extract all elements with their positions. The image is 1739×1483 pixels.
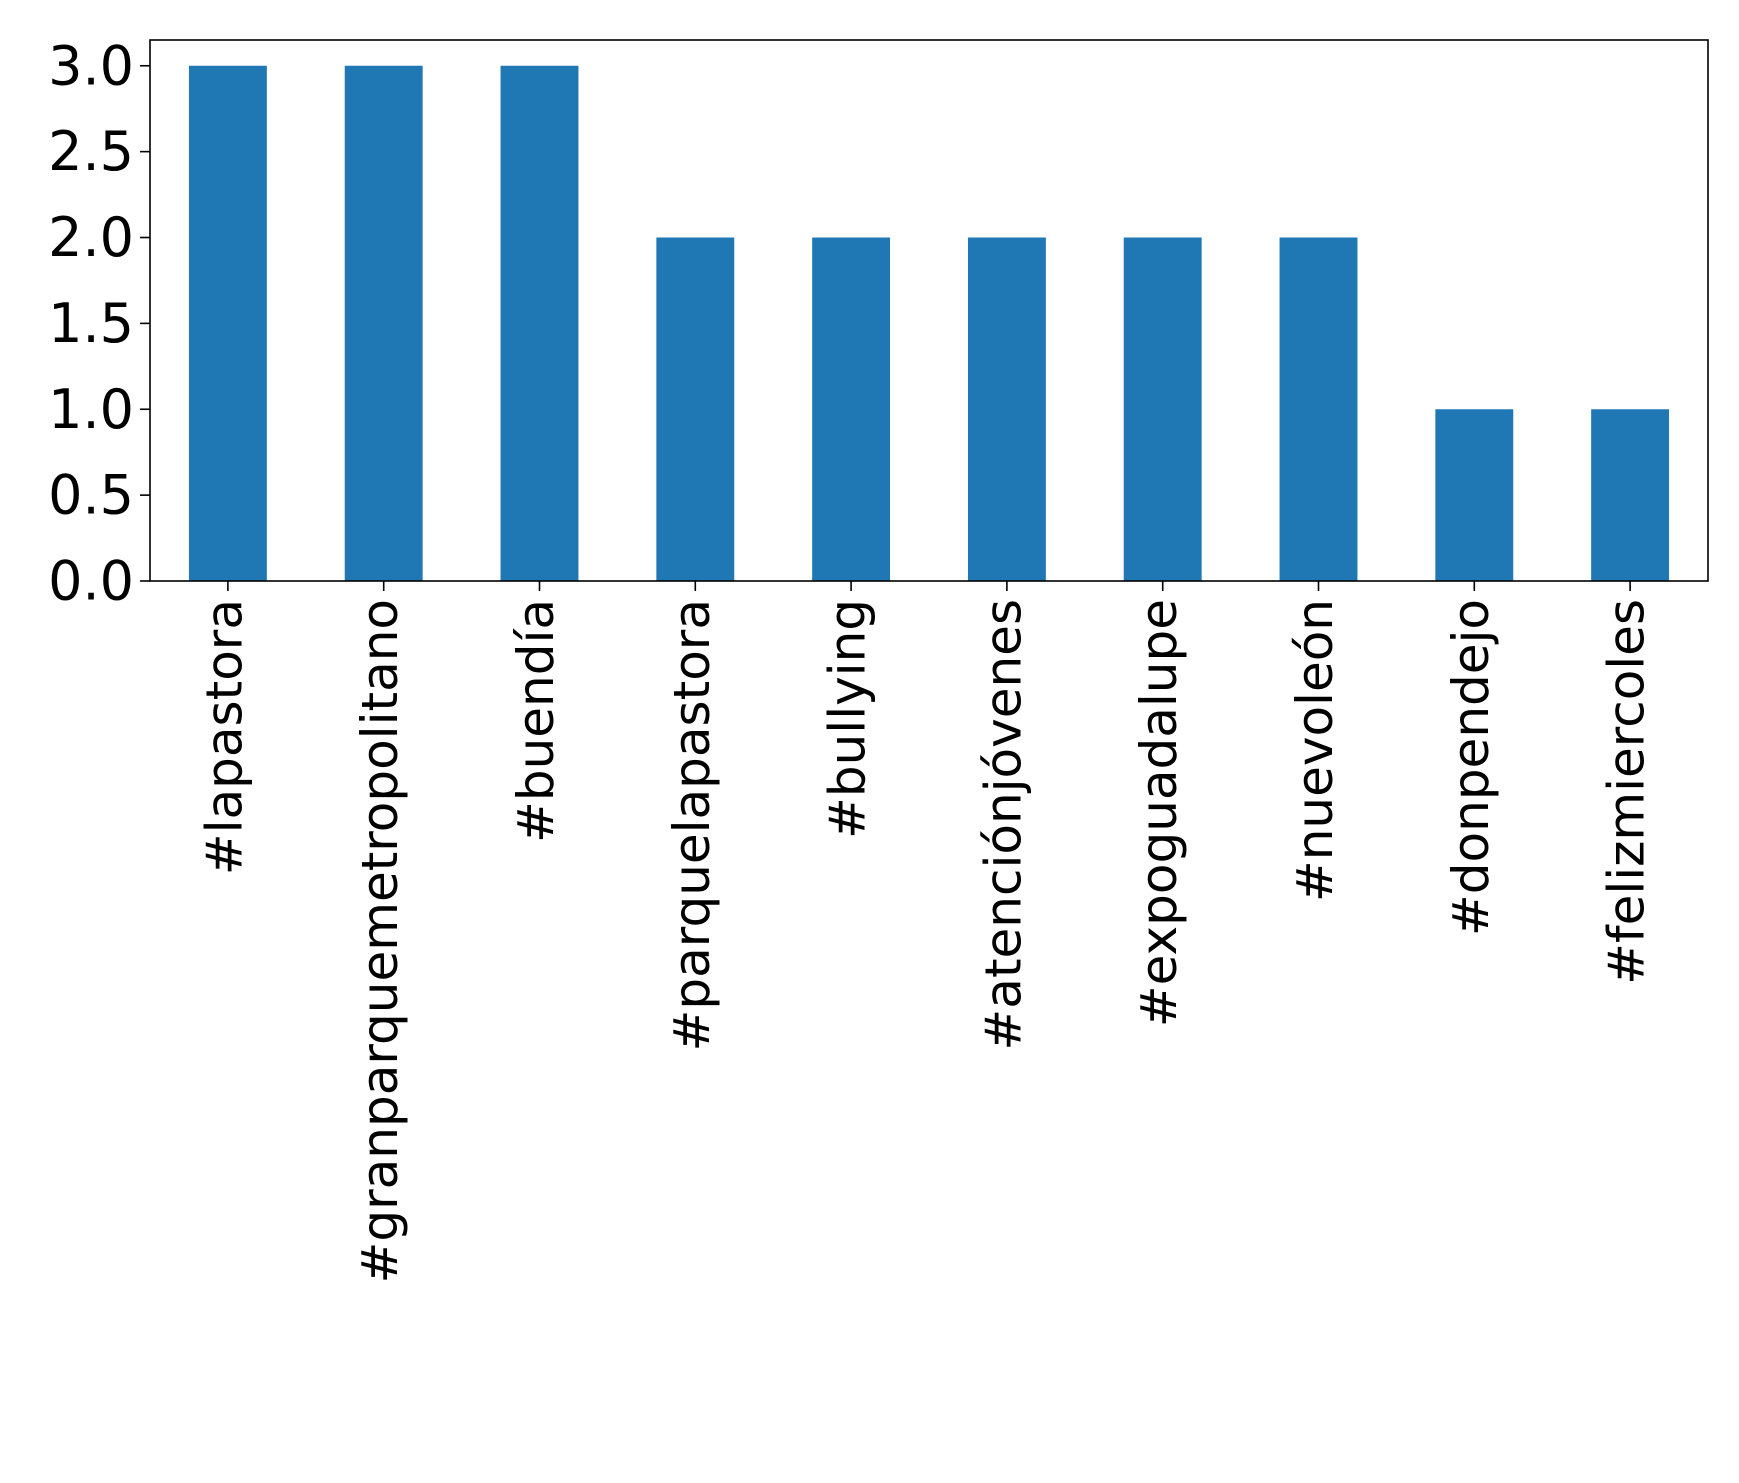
y-axis: 0.0 0.5 1.0 1.5 2.0 2.5 3.0 <box>48 34 150 613</box>
bar <box>656 237 735 581</box>
y-tick-label: 2.5 <box>48 120 134 183</box>
x-tick-label: #bullying <box>819 599 877 839</box>
y-tick-label: 1.5 <box>48 292 134 355</box>
x-tick-label: #atenciónjóvenes <box>974 599 1032 1051</box>
y-tick-label: 1.0 <box>48 378 134 441</box>
bar <box>1279 237 1358 581</box>
x-tick-label: #nuevoleón <box>1286 599 1344 902</box>
x-tick-label: #donpendejo <box>1442 599 1500 936</box>
x-tick-label: #parquelapastora <box>663 599 721 1052</box>
x-tick-label: #felizmiercoles <box>1598 599 1656 985</box>
bar <box>344 65 423 581</box>
bar <box>1435 409 1514 581</box>
x-tick-label: #lapastora <box>195 599 253 875</box>
x-axis: #lapastora #granparquemetropolitano #buend… <box>195 581 1656 1284</box>
y-tick-label: 0.0 <box>48 550 134 613</box>
bar <box>188 65 267 581</box>
x-tick-label: #expoguadalupe <box>1130 599 1188 1027</box>
y-tick-label: 2.0 <box>48 206 134 269</box>
bar <box>812 237 891 581</box>
bar <box>1591 409 1670 581</box>
bar <box>1123 237 1202 581</box>
bars-group <box>188 65 1670 581</box>
y-tick-label: 0.5 <box>48 464 134 527</box>
bar <box>500 65 579 581</box>
x-tick-label: #buendía <box>507 599 565 843</box>
y-tick-label: 3.0 <box>48 34 134 97</box>
bar <box>967 237 1046 581</box>
x-tick-label: #granparquemetropolitano <box>351 599 409 1284</box>
plot-frame <box>149 39 1709 582</box>
